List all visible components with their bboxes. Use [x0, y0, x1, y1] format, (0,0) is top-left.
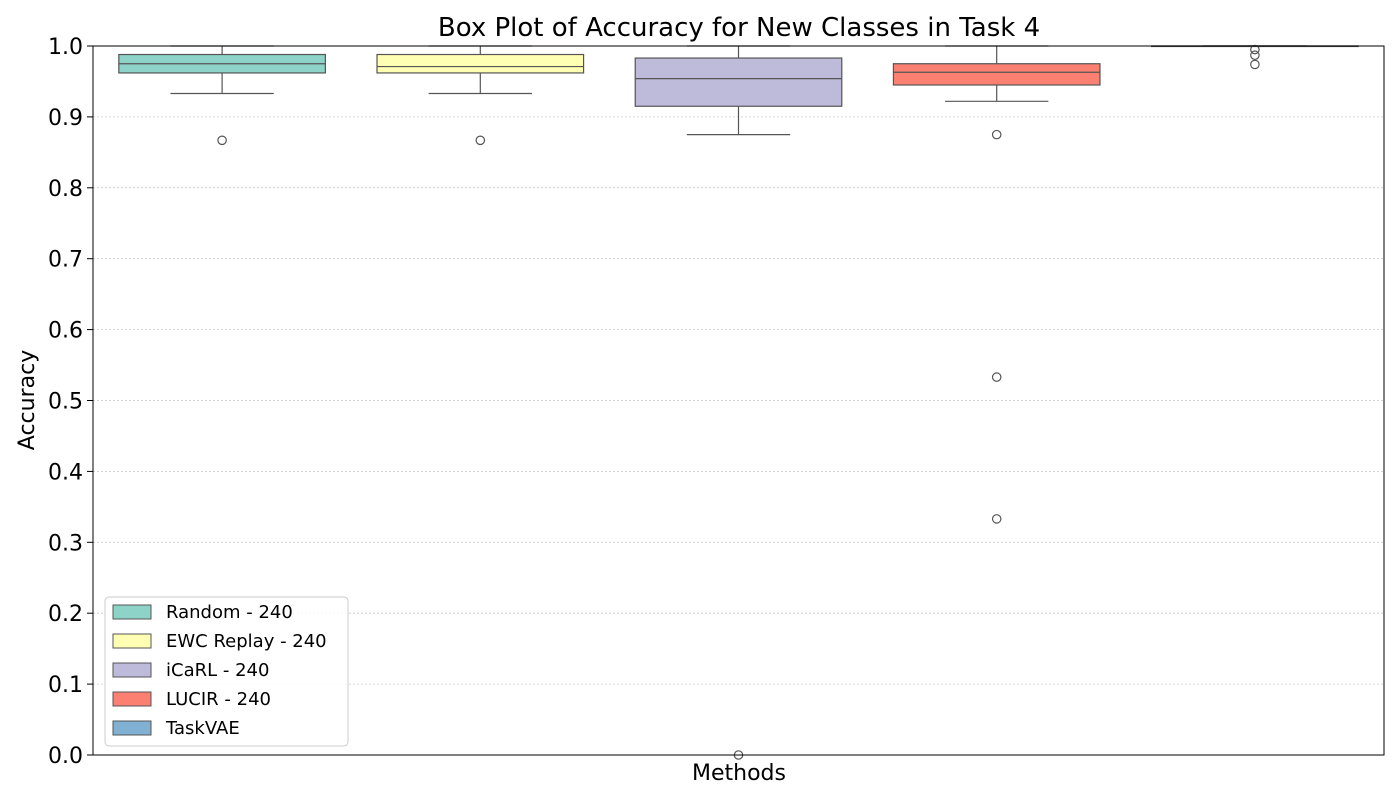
box — [634, 57, 843, 107]
y-tick-label: 0.6 — [48, 319, 83, 344]
y-tick-label: 1.0 — [48, 35, 83, 60]
legend-label: iCaRL - 240 — [166, 660, 269, 681]
legend-swatch — [112, 633, 152, 649]
y-tick-label: 0.2 — [48, 602, 83, 627]
legend-label: LUCIR - 240 — [166, 689, 271, 710]
outlier-point — [1250, 44, 1260, 55]
box — [892, 63, 1101, 86]
legend-swatch — [112, 720, 152, 736]
y-tick-label: 0.7 — [48, 248, 83, 273]
plot-frame — [92, 45, 1385, 756]
legend: Random - 240 EWC Replay - 240 iCaRL - 240 L… — [104, 596, 349, 747]
box-group — [892, 45, 1101, 524]
y-tick-label: 0.5 — [48, 390, 83, 415]
y-tick-label: 0.0 — [48, 744, 83, 769]
box-group — [376, 45, 585, 146]
y-axis-ticks: 0.0 0.1 0.2 0.3 0.4 0.5 0.6 0.7 0.8 0.9 1.0 — [48, 35, 93, 769]
y-tick-label: 0.1 — [48, 673, 83, 698]
y-axis-label: Accuracy — [15, 350, 40, 450]
y-tick-label: 0.3 — [48, 531, 83, 556]
y-tick-label: 0.4 — [48, 460, 83, 485]
y-tick-label: 0.9 — [48, 106, 83, 131]
legend-swatch — [112, 604, 152, 620]
box-series — [118, 44, 1359, 760]
legend-label: TaskVAE — [165, 718, 240, 739]
outlier-point — [991, 372, 1002, 382]
legend-label: Random - 240 — [166, 602, 293, 623]
outlier-point — [991, 129, 1002, 140]
outlier-point — [1250, 50, 1260, 61]
legend-label: EWC Replay - 240 — [166, 631, 327, 652]
legend-box — [104, 596, 349, 747]
box-group — [118, 45, 326, 146]
box-group — [634, 45, 843, 760]
y-tick-label: 0.8 — [48, 177, 83, 202]
outlier-point — [217, 135, 227, 146]
outlier-point — [1250, 59, 1260, 70]
x-axis-label: Methods — [692, 761, 786, 786]
legend-swatch — [112, 691, 152, 707]
chart-title: Box Plot of Accuracy for New Classes in … — [438, 13, 1040, 43]
legend-swatch — [112, 662, 152, 678]
outlier-point — [475, 135, 486, 146]
box — [376, 53, 585, 74]
outlier-point — [991, 514, 1002, 524]
box-group — [1151, 44, 1359, 70]
